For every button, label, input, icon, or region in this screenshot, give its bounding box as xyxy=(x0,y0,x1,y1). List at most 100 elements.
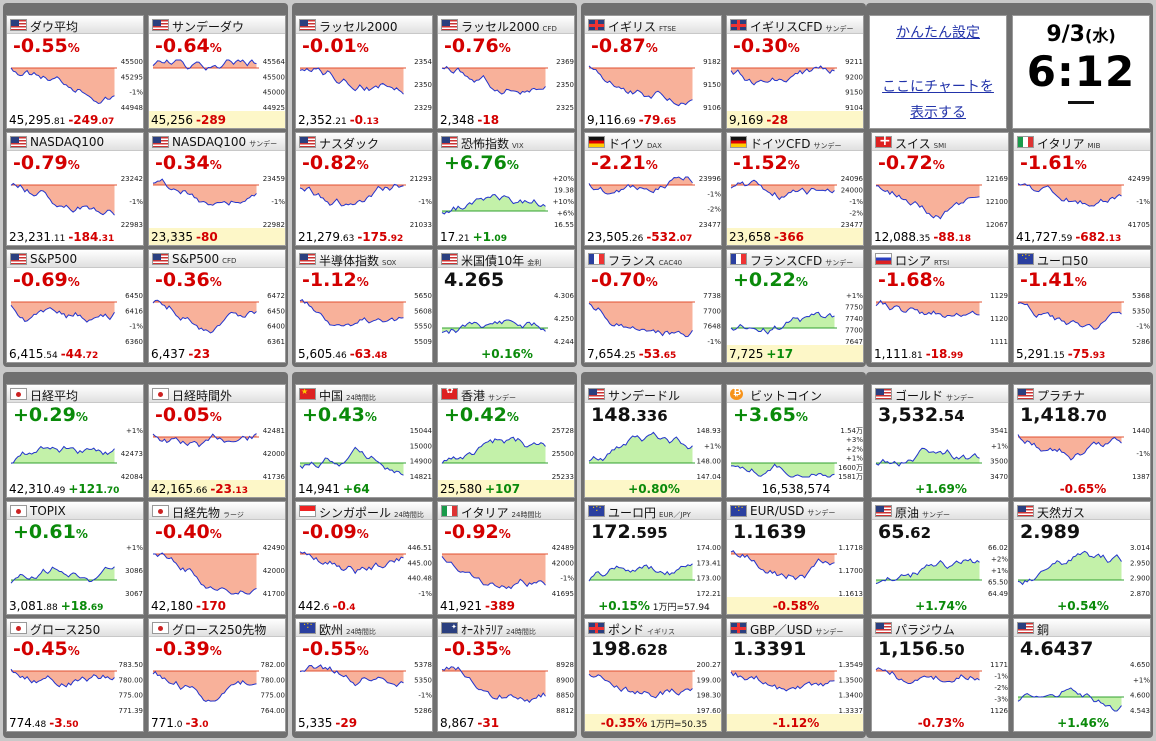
change-value: -23.13 xyxy=(210,482,248,496)
quote-tile[interactable]: GBP／USD サンデー 1.3549 1.3500 1.3400 1.3337 1.339… xyxy=(726,618,864,732)
quote-tile[interactable]: イギリス FTSE 9182 9150 9106 -0.87% 9,116.69 -79.65 xyxy=(584,15,722,129)
tile-last-price: 6,415.54 -44.72 xyxy=(9,347,98,361)
quote-tile[interactable]: グロース250先物 782.00 780.00 775.00 764.00 -0.39% 7… xyxy=(148,618,286,732)
change-value: +18.69 xyxy=(60,599,104,613)
chart-axis-label: 45000 xyxy=(263,89,285,97)
quote-tile[interactable]: イタリア MIB 42499 -1% 41705 -1.61% 41,727.59 -682.… xyxy=(1013,132,1151,246)
quote-tile[interactable]: ロシア RTSI 1129 1120 1111 -1.68% 1,111.81 -18.99 xyxy=(871,249,1009,363)
chart-axis-label: 3067 xyxy=(125,590,143,598)
quote-tile[interactable]: グロース250 783.50 780.00 775.00 771.39 -0.45% 774… xyxy=(6,618,144,732)
chart-axis-label: -1% xyxy=(418,692,432,700)
quote-tile[interactable]: 銅 4.650 +1% 4.600 4.543 4.6437 +1.46% xyxy=(1013,618,1151,732)
quote-tile[interactable]: 日経時間外 42481 42000 41736 -0.05% 42,165.66 -23.1… xyxy=(148,384,286,498)
quote-tile[interactable]: 半導体指数 SOX 5650 5608 5550 5509 -1.12% 5,605.46 -6… xyxy=(295,249,433,363)
change-value: -366 xyxy=(774,230,805,244)
chart-axis-label: 7750 xyxy=(845,304,863,312)
tile-change: +0.15% 1万円=57.94 xyxy=(598,599,710,613)
chart-area xyxy=(153,552,257,594)
quote-tile[interactable]: NASDAQ100 サンデー 23459 -1% 22982 -0.34% 23,335 -8… xyxy=(148,132,286,246)
quote-tile[interactable]: パラジウム 1171 -1% -2% -3% 1126 1,156.50 -0.73% xyxy=(871,618,1009,732)
quote-tile[interactable]: フランスCFD サンデー +1% 7750 7740 7700 7647 +0.22% 7,72… xyxy=(726,249,864,363)
tile-main-value: +0.29% xyxy=(13,404,88,426)
tile-change: -0.35% 1万円=50.35 xyxy=(600,716,708,730)
mini-chart: 2354 2350 2329 xyxy=(299,58,432,112)
quote-tile[interactable]: ラッセル2000 2354 2350 2329 -0.01% 2,352.21 -0.13 xyxy=(295,15,433,129)
us-flag-icon xyxy=(441,19,458,31)
mini-chart: 42489 42000 -1% 41695 xyxy=(441,544,574,598)
last-price: 774 xyxy=(9,716,32,730)
quote-tile[interactable]: 日経先物 ラージ 42490 42000 41700 -0.40% 42,180 -170 xyxy=(148,501,286,615)
tile-header: イタリア MIB xyxy=(1014,133,1150,151)
tile-percent-sign: % xyxy=(645,41,658,55)
tile-name: ｵｰｽﾄﾗﾘｱ 24時間比 xyxy=(461,621,536,638)
quote-tile[interactable]: 原油 サンデー 66.02 +2% +1% 65.50 64.49 65.62 +1.74% xyxy=(871,501,1009,615)
tile-percent-sign: % xyxy=(645,275,658,289)
tile-name: フランスCFD サンデー xyxy=(750,252,853,269)
last-price: 442 xyxy=(298,599,321,613)
quote-tile[interactable]: イタリア 24時間比 42489 42000 -1% 41695 -0.92% 41,921-… xyxy=(437,501,575,615)
tile-name: グロース250先物 xyxy=(172,621,266,638)
quote-tile[interactable]: NASDAQ100 23242 -1% 22983 -0.79% 23,231.11 -18… xyxy=(6,132,144,246)
tile-highlight-band xyxy=(438,480,574,497)
tile-name-text: イタリア xyxy=(461,506,509,520)
quote-tile[interactable]: TOPIX +1% 3086 3067 +0.61% 3,081.88 +18.69 xyxy=(6,501,144,615)
quote-tile[interactable]: ユーロ50 5368 5350 -1% 5286 -1.41% 5,291.15-75.93 xyxy=(1013,249,1151,363)
quote-tile[interactable]: フランス CAC40 7738 7700 7648 -1% -0.70% 7,654.25 -5… xyxy=(584,249,722,363)
tile-main-value: -0.09% xyxy=(302,521,369,543)
easy-settings-link[interactable]: かんたん設定 xyxy=(896,25,980,41)
quote-tile[interactable]: 米国債10年 金利 4.306 4.250 4.244 4.265 +0.16% xyxy=(437,249,575,363)
chart-line xyxy=(875,558,980,585)
tile-name-text: 日経先物 xyxy=(172,506,221,520)
chart-axis-label: -1% xyxy=(418,198,432,206)
tile-change: +1.69% xyxy=(915,482,967,496)
quote-tile[interactable]: サンデードル 148.93 +1% 148.00 147.04 148.336 +0.80% xyxy=(584,384,722,498)
tile-change: -1.12% xyxy=(772,716,820,730)
tile-percent-sign: % xyxy=(1074,158,1087,172)
tile-name-text: 天然ガス xyxy=(1037,506,1086,520)
quote-tile[interactable]: 恐怖指数 VIX +20% 19.38 +10% +6% 16.55 +6.76% 17.21 +… xyxy=(437,132,575,246)
quote-tile[interactable]: シンガポール 24時間比 446.51 445.00 440.48 -1% -0.09% 44… xyxy=(295,501,433,615)
tile-percent-sign: % xyxy=(498,644,511,658)
quote-tile[interactable]: ポンド イギリス 200.27 199.00 198.30 197.60 198.628 -0… xyxy=(584,618,722,732)
us-flag-icon xyxy=(875,388,892,400)
last-price-decimal: .48 xyxy=(31,720,47,730)
chart-axis-label: 2369 xyxy=(556,58,574,66)
quote-tile[interactable]: S&P500 6450 6416 -1% 6360 -0.69% 6,415.54 -44.7… xyxy=(6,249,144,363)
quote-tile[interactable]: 日経平均 +1% 42473 42084 +0.29% 42,310.49 +121.70 xyxy=(6,384,144,498)
chart-axis-label: 1111 xyxy=(990,338,1008,346)
quote-tile[interactable]: ドイツ DAX 23996 -1% -2% 23477 -2.21% 23,505.26 -53… xyxy=(584,132,722,246)
quote-tile[interactable]: ラッセル2000 CFD 2369 2350 2325 -0.76% 2,348 -18 xyxy=(437,15,575,129)
add-chart-link[interactable]: ここにチャートを xyxy=(882,79,994,95)
chart-axis-label: 45564 xyxy=(263,58,286,66)
last-price: 23,231 xyxy=(9,230,51,244)
chart-axis-label: 6472 xyxy=(267,292,285,300)
quote-tile[interactable]: イギリスCFD サンデー 9211 9200 9150 9104 -0.30% 9,169 -2… xyxy=(726,15,864,129)
quote-tile[interactable]: 天然ガス 3.014 2.950 2.900 2.870 2.989 +0.54% xyxy=(1013,501,1151,615)
chart-area xyxy=(876,667,980,684)
change-decimal: .0 xyxy=(198,720,209,730)
quote-tile[interactable]: プラチナ 1440 -1% 1387 1,418.70 -0.65% xyxy=(1013,384,1151,498)
change-decimal: .31 xyxy=(98,234,115,244)
add-chart-link-line2[interactable]: 表示する xyxy=(910,105,966,121)
tile-main-value: -0.05% xyxy=(155,404,222,426)
quote-tile[interactable]: ダウ平均 45500 45295 -1% 44948 -0.55% 45,295.81 -24… xyxy=(6,15,144,129)
chart-axis-label: -1% xyxy=(560,575,574,583)
chart-line xyxy=(730,311,835,335)
tile-header: ラッセル2000 CFD xyxy=(438,16,574,34)
quote-tile[interactable]: ゴールド サンデー 3541 +1% 3500 3470 3,532.54 +1.69% xyxy=(871,384,1009,498)
tile-last-price: 12,088.35 -88.18 xyxy=(874,230,971,244)
quote-tile[interactable]: S&P500 CFD 6472 6450 6400 6361 -0.36% 6,437 -23 xyxy=(148,249,286,363)
change-decimal: .4 xyxy=(345,603,356,613)
tile-name-text: ユーロ円 xyxy=(608,506,657,520)
quote-tile[interactable]: ナスダック 21293 -1% 21033 -0.82% 21,279.63 -175.92 xyxy=(295,132,433,246)
quote-tile[interactable]: サンデーダウ 45564 45500 45000 44925 -0.64% 45,256 -2… xyxy=(148,15,286,129)
quote-tile[interactable]: ドイツCFD サンデー 24096 24000 -1% -2% 23477 -1.52% 23,… xyxy=(726,132,864,246)
